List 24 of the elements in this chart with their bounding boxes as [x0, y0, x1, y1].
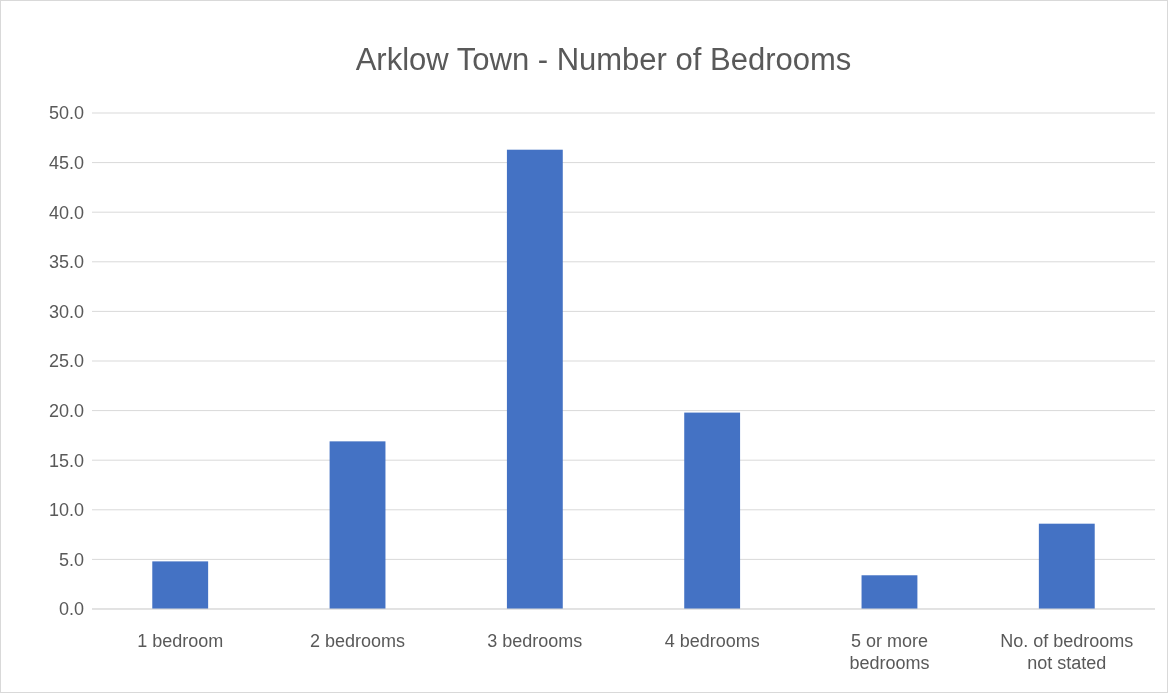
chart-title: Arklow Town - Number of Bedrooms	[355, 42, 852, 77]
y-tick-label: 50.0	[48, 103, 84, 124]
y-tick-label: 0.0	[58, 599, 84, 620]
y-tick-label: 10.0	[48, 500, 84, 521]
x-tick-label: 5 or more bedrooms	[849, 631, 930, 673]
y-tick-label: 45.0	[48, 152, 84, 173]
y-tick-label: 15.0	[48, 450, 84, 471]
bar	[1038, 523, 1095, 609]
y-tick-label: 35.0	[48, 252, 84, 273]
x-tick-label: 2 bedrooms	[310, 631, 406, 651]
y-tick-label: 25.0	[48, 351, 84, 372]
bar	[329, 441, 386, 609]
x-tick-label: 1 bedroom	[137, 631, 224, 651]
x-tick-label: 3 bedrooms	[487, 631, 583, 651]
y-tick-label: 30.0	[48, 301, 84, 322]
x-tick-label: 4 bedrooms	[664, 631, 760, 651]
bar	[684, 412, 741, 609]
bar	[506, 149, 563, 609]
x-tick-label: No. of bedrooms not stated	[1000, 631, 1134, 673]
y-tick-label: 5.0	[58, 549, 84, 570]
y-tick-label: 40.0	[48, 202, 84, 223]
bar	[152, 561, 209, 609]
y-tick-label: 20.0	[48, 400, 84, 421]
bar	[861, 575, 918, 609]
